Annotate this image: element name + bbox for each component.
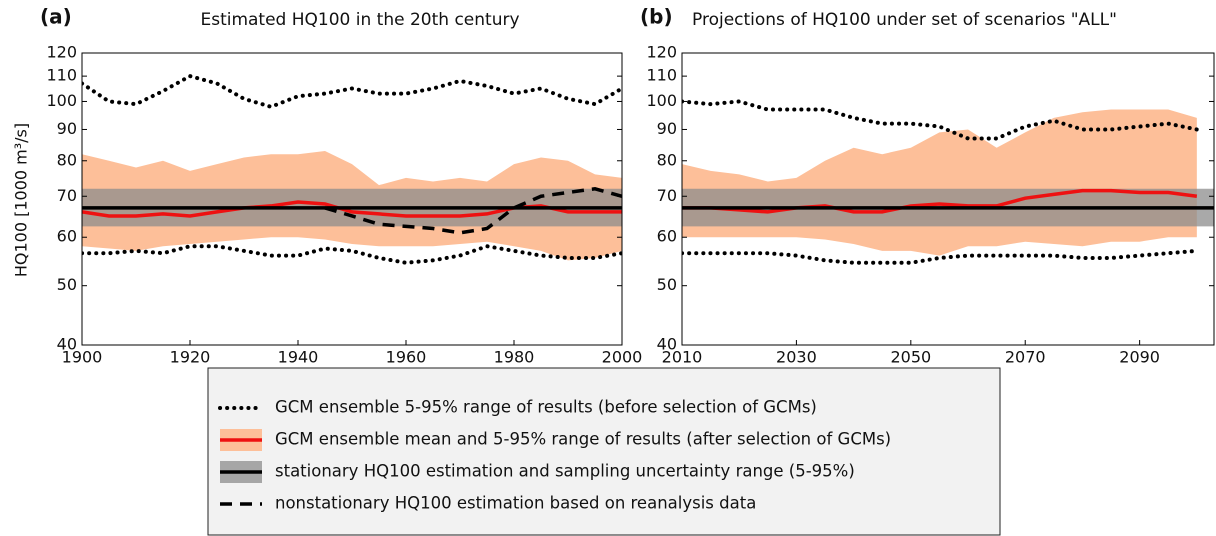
y-tick-label: 100: [46, 91, 77, 110]
y-tick-label: 110: [46, 66, 77, 85]
y-tick-label: 70: [57, 186, 77, 205]
plot-area: [82, 73, 622, 265]
y-tick-label: 60: [657, 227, 677, 246]
series-line: [324, 186, 622, 235]
y-tick-label: 120: [46, 43, 77, 62]
x-tick-label: 2090: [1119, 348, 1160, 367]
range-line: [82, 244, 622, 265]
panel-label: (a): [40, 5, 72, 29]
plot-area: [682, 99, 1214, 265]
y-axis-label: HQ100 [1000 m³/s]: [12, 123, 31, 277]
y-tick-label: 60: [57, 227, 77, 246]
x-tick-label: 1960: [386, 348, 427, 367]
y-tick-label: 120: [646, 43, 677, 62]
x-tick-label: 2000: [602, 348, 643, 367]
y-tick-label: 50: [57, 275, 77, 294]
panel-title: Projections of HQ100 under set of scenar…: [692, 10, 1117, 30]
legend-label: nonstationary HQ100 estimation based on …: [275, 494, 756, 513]
legend-box: [207, 367, 1001, 536]
y-tick-label: 80: [57, 150, 77, 169]
y-tick-label: 100: [646, 91, 677, 110]
y-tick-label: 110: [646, 66, 677, 85]
x-tick-label: 1900: [62, 348, 103, 367]
x-tick-label: 2050: [890, 348, 931, 367]
panel-label: (b): [640, 5, 673, 29]
x-tick-label: 2010: [662, 348, 703, 367]
y-tick-label: 80: [657, 150, 677, 169]
range-band: [682, 109, 1197, 256]
range-line: [82, 73, 622, 109]
y-tick-label: 90: [657, 119, 677, 138]
x-tick-label: 1920: [170, 348, 211, 367]
plot-frame: [81, 52, 623, 346]
y-tick-label: 70: [657, 186, 677, 205]
plot-frame: [681, 52, 1215, 346]
y-tick-label: 40: [57, 335, 77, 354]
legend-label: GCM ensemble 5-95% range of results (bef…: [275, 398, 817, 417]
panel-title: Estimated HQ100 in the 20th century: [200, 10, 519, 30]
series-line: [682, 188, 1198, 214]
x-tick-label: 1940: [278, 348, 319, 367]
legend-label: GCM ensemble mean and 5-95% range of res…: [275, 430, 891, 449]
y-tick-label: 50: [657, 275, 677, 294]
x-tick-label: 2070: [1005, 348, 1046, 367]
x-tick-label: 2030: [776, 348, 817, 367]
range-line: [682, 248, 1199, 265]
range-line: [682, 99, 1199, 141]
y-tick-label: 90: [57, 119, 77, 138]
x-tick-label: 1980: [494, 348, 535, 367]
y-tick-label: 40: [657, 335, 677, 354]
legend-label: stationary HQ100 estimation and sampling…: [275, 462, 855, 481]
